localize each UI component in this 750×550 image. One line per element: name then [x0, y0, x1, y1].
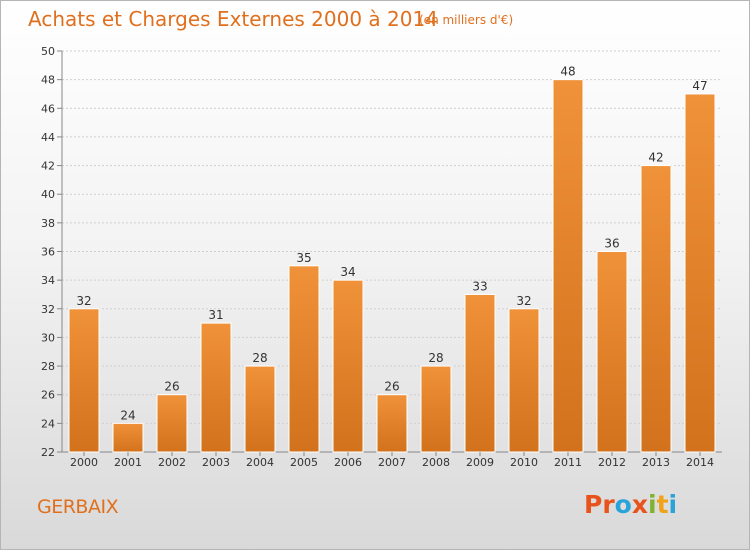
bar — [68, 308, 100, 453]
data-label: 31 — [208, 308, 223, 322]
y-tick-label: 44 — [41, 131, 55, 144]
data-label: 28 — [252, 351, 267, 365]
y-tick-label: 40 — [41, 188, 55, 201]
x-tick-label: 2008 — [422, 456, 450, 469]
x-tick-label: 2005 — [290, 456, 318, 469]
bar — [420, 365, 452, 453]
bar — [244, 365, 276, 453]
bar — [596, 251, 628, 453]
y-tick-label: 42 — [41, 160, 55, 173]
data-label: 32 — [516, 294, 531, 308]
y-tick-label: 28 — [41, 360, 55, 373]
y-tick-label: 30 — [41, 331, 55, 344]
y-tick-label: 50 — [41, 45, 55, 58]
x-tick-label: 2010 — [510, 456, 538, 469]
bar — [464, 293, 496, 453]
bar — [640, 165, 672, 453]
data-label: 48 — [560, 65, 575, 79]
y-tick-label: 26 — [41, 389, 55, 402]
x-tick-label: 2002 — [158, 456, 186, 469]
x-tick-label: 2001 — [114, 456, 142, 469]
x-tick-label: 2006 — [334, 456, 362, 469]
data-label: 33 — [472, 279, 487, 293]
y-tick-label: 24 — [41, 417, 55, 430]
bar — [552, 79, 584, 453]
bar — [376, 394, 408, 453]
y-tick-label: 22 — [41, 446, 55, 459]
bar — [332, 279, 364, 453]
x-tick-label: 2013 — [642, 456, 670, 469]
x-tick-label: 2011 — [554, 456, 582, 469]
bar — [288, 265, 320, 453]
chart-subtitle: (en milliers d'€) — [419, 13, 514, 27]
chart-title: Achats et Charges Externes 2000 à 2014 — [28, 7, 438, 31]
y-tick-label: 46 — [41, 102, 55, 115]
bar — [112, 422, 144, 453]
x-tick-label: 2007 — [378, 456, 406, 469]
data-label: 34 — [340, 265, 355, 279]
x-tick-label: 2000 — [70, 456, 98, 469]
x-tick-label: 2012 — [598, 456, 626, 469]
x-tick-label: 2003 — [202, 456, 230, 469]
x-tick-label: 2014 — [686, 456, 714, 469]
x-tick-label: 2004 — [246, 456, 274, 469]
data-label: 26 — [384, 380, 399, 394]
bar — [508, 308, 540, 453]
y-tick-label: 38 — [41, 217, 55, 230]
y-tick-label: 34 — [41, 274, 55, 287]
data-label: 28 — [428, 351, 443, 365]
brand-logo: Proxiti — [584, 490, 678, 519]
bar — [156, 394, 188, 453]
data-label: 26 — [164, 380, 179, 394]
data-label: 47 — [692, 79, 707, 93]
data-label: 24 — [120, 408, 135, 422]
y-tick-label: 32 — [41, 303, 55, 316]
bar — [684, 93, 716, 453]
data-label: 42 — [648, 151, 663, 165]
bar — [200, 322, 232, 453]
place-name: GERBAIX — [37, 496, 119, 518]
data-label: 32 — [76, 294, 91, 308]
y-tick-label: 48 — [41, 74, 55, 87]
data-label: 36 — [604, 237, 619, 251]
x-tick-label: 2009 — [466, 456, 494, 469]
y-tick-label: 36 — [41, 246, 55, 259]
data-label: 35 — [296, 251, 311, 265]
